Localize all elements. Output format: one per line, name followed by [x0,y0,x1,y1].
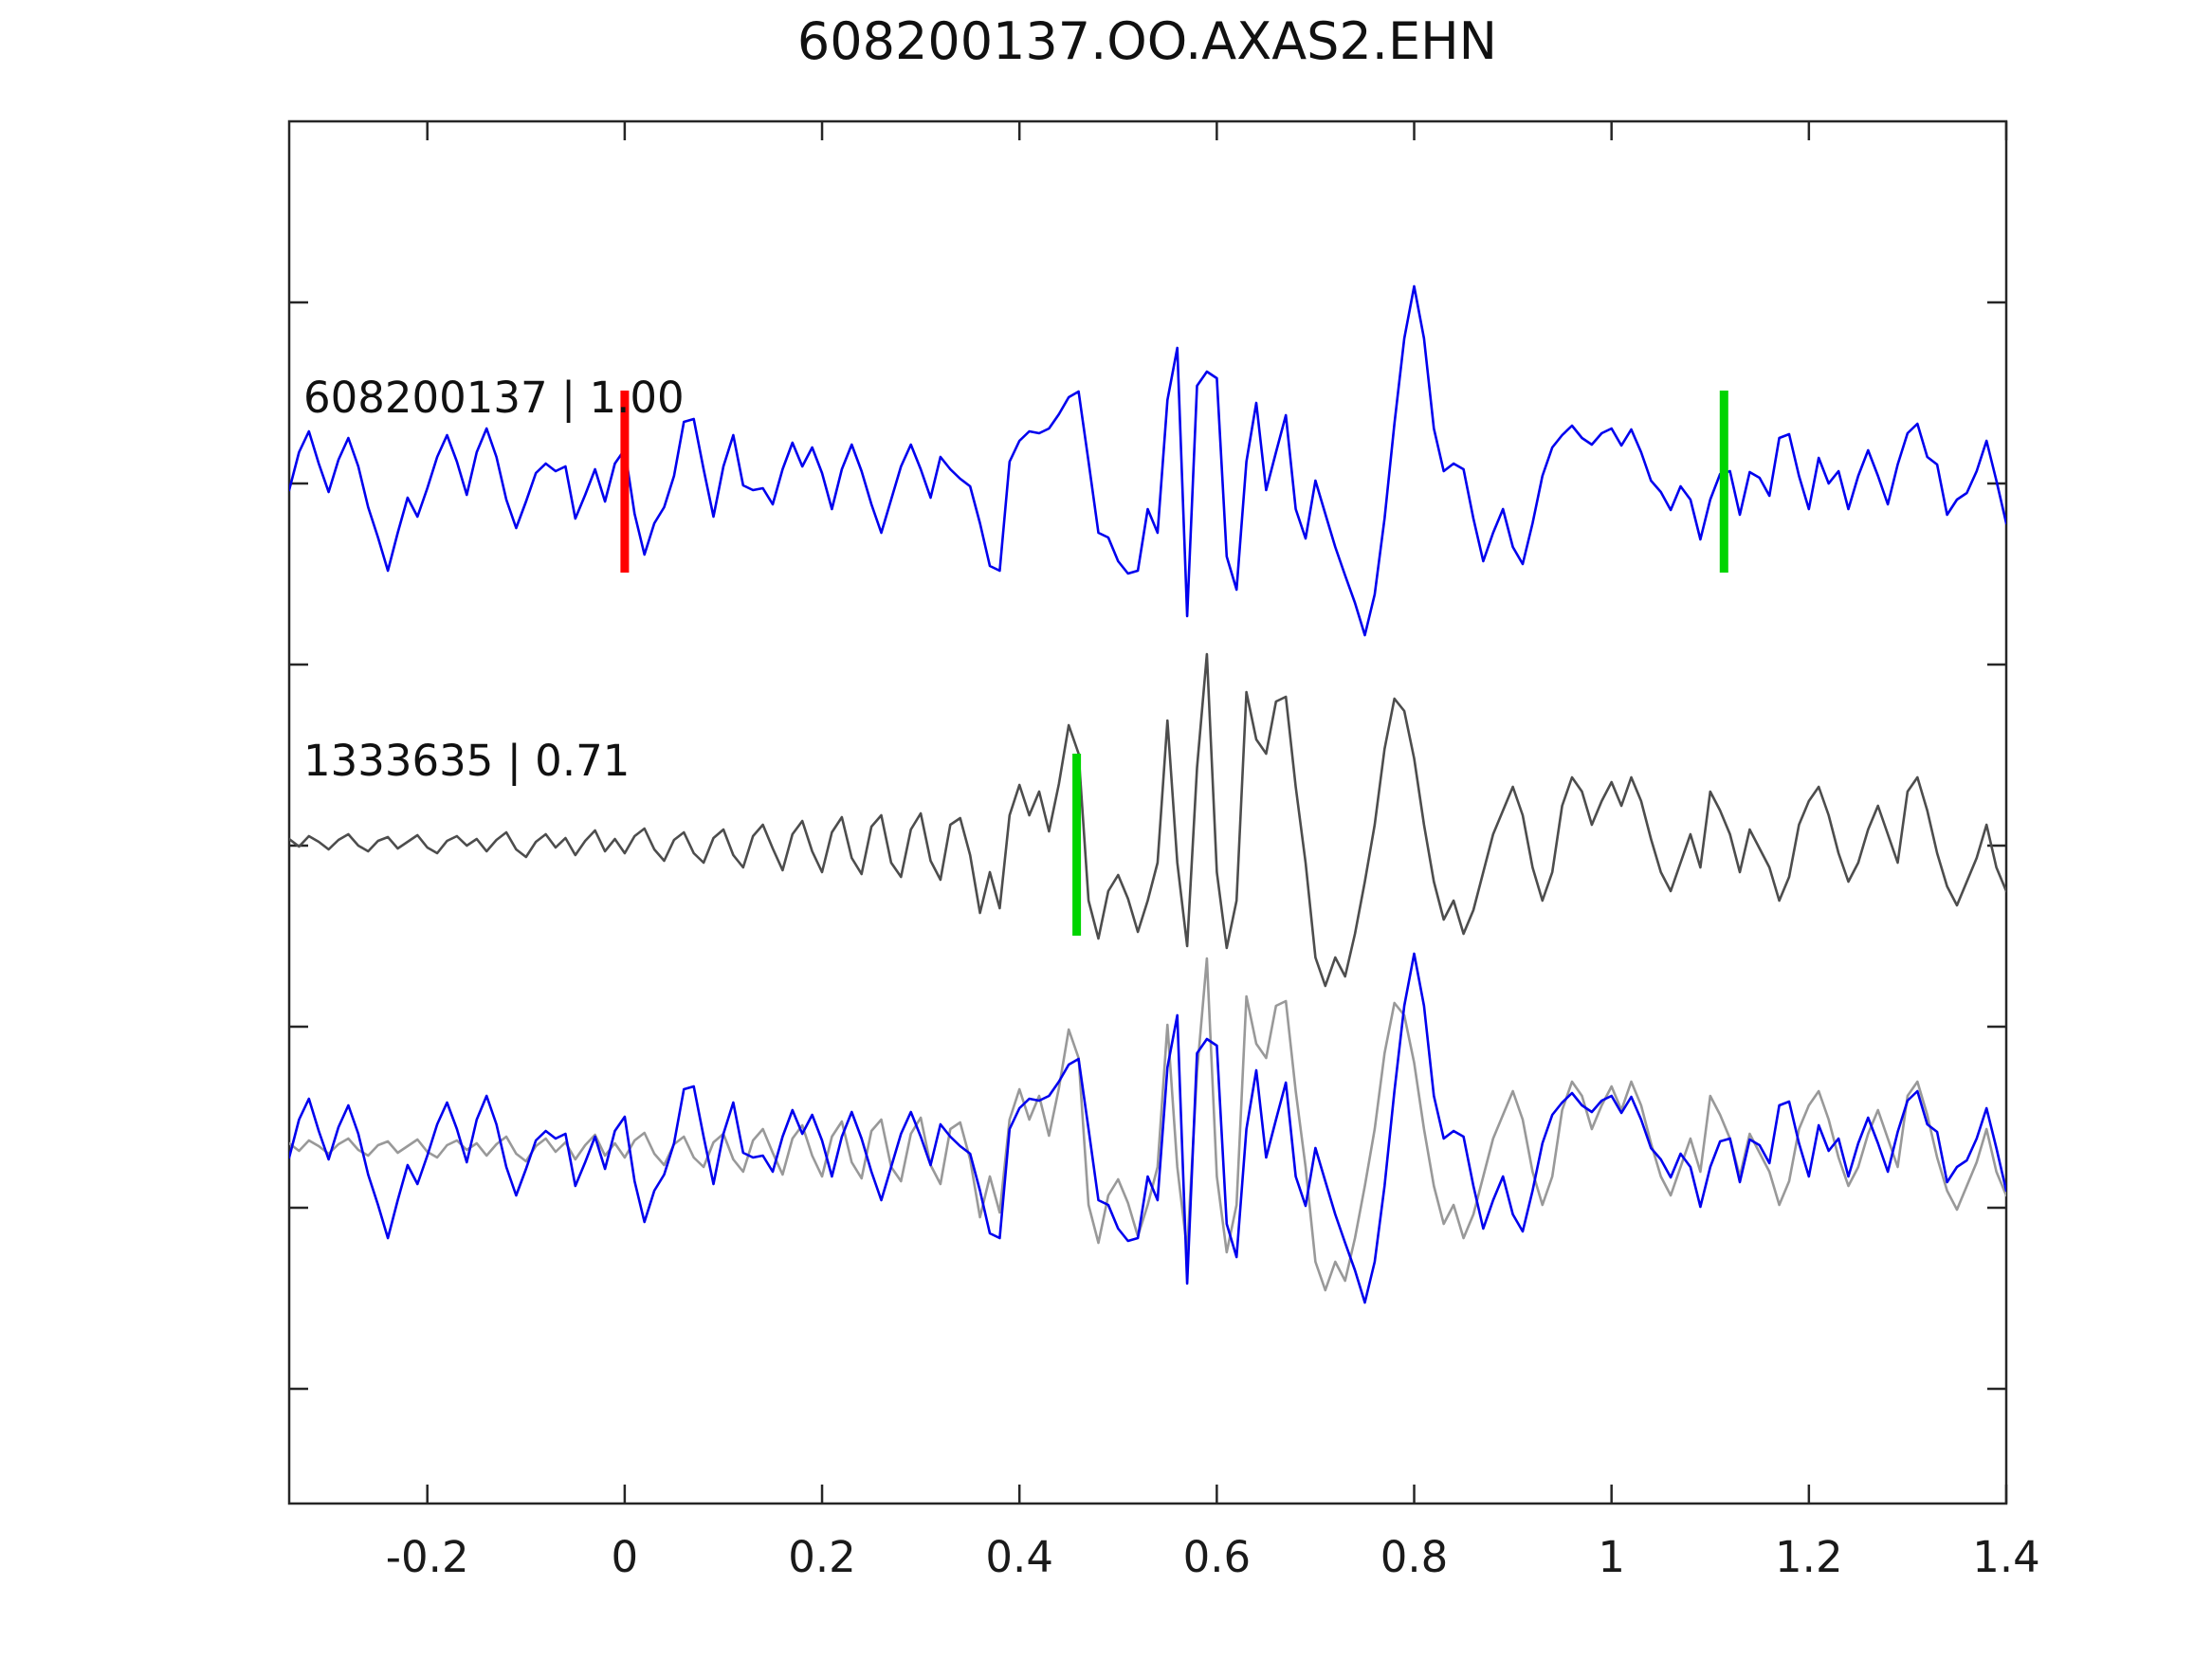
pick-markers [620,391,1728,936]
pick-marker-red-pick [620,391,630,573]
x-tick-label: 0.6 [1183,1532,1252,1582]
row-label-detection: 1333635 | 0.71 [303,736,630,786]
axis-ticks [289,121,2008,1504]
x-tick-label: 1.2 [1775,1532,1843,1582]
x-tick-label: 0.4 [985,1532,1053,1582]
trace-template-template [289,284,2006,637]
trace-detection-detection [289,652,2006,988]
x-tick-label: -0.2 [386,1532,469,1582]
x-tick-label: 1 [1598,1532,1625,1582]
x-tick-label: 0.2 [788,1532,856,1582]
x-tick-label: 0 [612,1532,639,1582]
pick-marker-green-pick [1072,754,1082,936]
row-labels: 608200137 | 1.00 1333635 | 0.71 [303,373,685,786]
x-tick-label: 0.8 [1380,1532,1449,1582]
chart-title: 608200137.OO.AXAS2.EHN [797,11,1497,71]
pick-marker-green-pick [1719,391,1728,573]
x-tick-label: 1.4 [1972,1532,2040,1582]
row-label-template: 608200137 | 1.00 [303,373,685,423]
trace-overlay-template [289,952,2006,1304]
trace-overlay-detection [289,957,2006,1292]
x-tick-labels: -0.2 0 0.2 0.4 0.6 0.8 1 1.2 1.4 [386,1532,2040,1582]
traces [289,284,2006,1304]
plot-border [287,119,2008,1505]
